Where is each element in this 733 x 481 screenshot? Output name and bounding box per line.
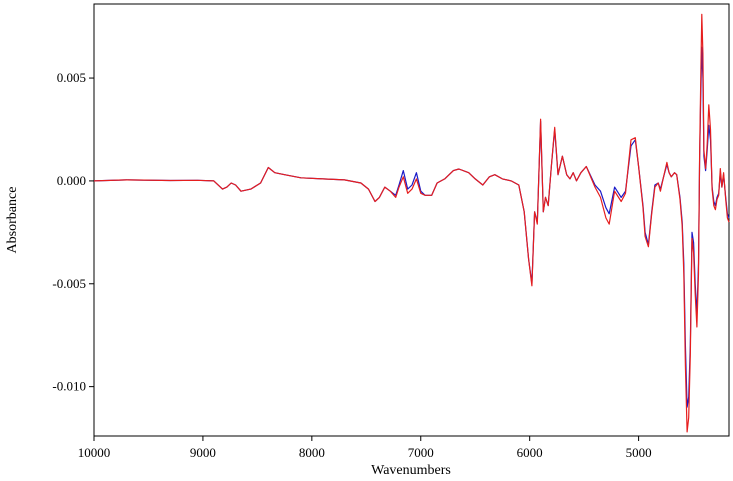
x-tick-label: 8000: [299, 445, 325, 460]
x-axis: 10000 9000 8000 7000 6000 5000: [78, 436, 652, 460]
x-tick-label: 6000: [517, 445, 543, 460]
y-tick-label: 0.005: [57, 70, 86, 85]
series-layer: [93, 13, 730, 433]
x-tick-label: 7000: [408, 445, 434, 460]
x-tick-label: 5000: [626, 445, 652, 460]
y-axis-title: Absorbance: [5, 187, 20, 254]
y-axis: 0.005 0.000 -0.005 -0.010: [52, 70, 94, 394]
x-tick-label: 10000: [78, 445, 111, 460]
x-axis-title: Wavenumbers: [371, 463, 451, 478]
y-tick-label: -0.005: [52, 276, 86, 291]
plot-area: [93, 3, 730, 437]
y-tick-label: 0.000: [57, 173, 86, 188]
y-tick-label: -0.010: [52, 379, 86, 394]
x-tick-label: 9000: [190, 445, 216, 460]
series-line-2: [93, 13, 730, 433]
